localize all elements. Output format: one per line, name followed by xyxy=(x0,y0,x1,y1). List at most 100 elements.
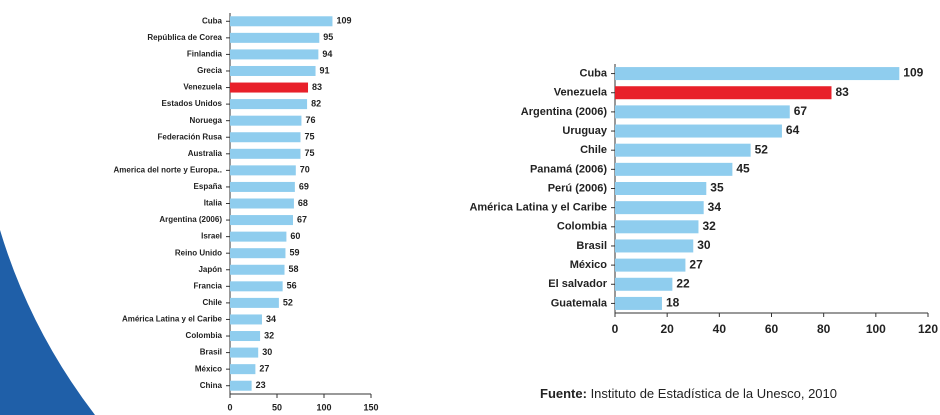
bar xyxy=(615,258,686,272)
y-tick-label: Australia xyxy=(188,149,223,158)
y-tick-label: Panamá (2006) xyxy=(530,163,607,175)
y-tick-label: Guatemala xyxy=(551,297,608,309)
bar xyxy=(615,220,699,234)
bar xyxy=(230,181,295,192)
value-label: 58 xyxy=(289,264,299,274)
value-label: 68 xyxy=(298,198,308,208)
y-tick-label: Argentina (2006) xyxy=(521,106,608,118)
bar xyxy=(230,198,294,209)
bar xyxy=(615,239,694,253)
source-label: Fuente: xyxy=(540,386,587,401)
bar xyxy=(615,105,790,119)
y-tick-label: Francia xyxy=(194,281,223,290)
y-tick-label: Israel xyxy=(201,232,222,241)
x-tick-label: 0 xyxy=(227,402,232,412)
bar xyxy=(230,115,302,126)
value-label: 30 xyxy=(262,347,272,357)
value-label: 45 xyxy=(736,162,750,176)
value-label: 18 xyxy=(666,296,680,310)
y-tick-label: Cuba xyxy=(580,67,608,79)
y-tick-label: Perú (2006) xyxy=(548,182,608,194)
x-tick-label: 100 xyxy=(316,402,331,412)
y-tick-label: Brasil xyxy=(200,348,222,357)
bar xyxy=(230,331,261,342)
y-tick-label: Federación Rusa xyxy=(158,132,223,141)
value-label: 70 xyxy=(300,165,310,175)
bar xyxy=(230,49,319,60)
value-label: 75 xyxy=(305,132,315,142)
bar xyxy=(615,86,832,100)
bar xyxy=(615,67,900,81)
value-label: 32 xyxy=(264,330,274,340)
value-label: 34 xyxy=(266,314,276,324)
y-tick-label: Brasil xyxy=(576,240,607,252)
bar xyxy=(230,148,301,159)
y-tick-label: El salvador xyxy=(548,278,607,290)
bar xyxy=(615,182,707,195)
value-label: 60 xyxy=(290,231,300,241)
value-label: 22 xyxy=(676,276,690,290)
bar xyxy=(615,124,782,138)
y-tick-label: Argentina (2006) xyxy=(159,215,222,224)
x-tick-label: 60 xyxy=(765,322,779,336)
value-label: 27 xyxy=(259,364,269,374)
value-label: 69 xyxy=(299,181,309,191)
bar xyxy=(230,32,320,43)
bar xyxy=(615,143,751,157)
y-tick-label: Japón xyxy=(198,265,222,274)
y-tick-label: Chile xyxy=(202,298,222,307)
bar xyxy=(230,314,262,325)
y-tick-label: España xyxy=(194,182,223,191)
y-tick-label: China xyxy=(200,381,223,390)
x-tick-label: 100 xyxy=(866,322,886,336)
y-tick-label: América Latina y el Caribe xyxy=(122,315,223,324)
x-tick-label: 80 xyxy=(817,322,831,336)
value-label: 82 xyxy=(311,98,321,108)
y-tick-label: Estados Unidos xyxy=(162,99,223,108)
x-tick-label: 120 xyxy=(918,322,938,336)
bar xyxy=(615,162,733,176)
y-tick-label: México xyxy=(195,364,222,373)
value-label: 64 xyxy=(786,123,800,137)
y-tick-label: América Latina y el Caribe xyxy=(469,202,607,214)
bar xyxy=(230,132,301,143)
value-label: 67 xyxy=(794,104,808,118)
y-tick-label: Noruega xyxy=(190,116,223,125)
y-tick-label: America del norte y Europa.. xyxy=(114,165,222,174)
value-label: 94 xyxy=(322,49,332,59)
y-tick-label: República de Corea xyxy=(147,33,222,42)
bar xyxy=(230,99,308,110)
y-tick-label: Italia xyxy=(204,199,223,208)
bar xyxy=(230,65,316,76)
bar xyxy=(615,277,673,291)
y-tick-label: Venezuela xyxy=(554,87,608,99)
value-label: 30 xyxy=(697,238,711,252)
y-tick-label: Colombia xyxy=(186,331,223,340)
y-tick-label: Chile xyxy=(580,144,607,156)
y-tick-label: México xyxy=(570,259,608,271)
value-label: 67 xyxy=(297,214,307,224)
value-label: 109 xyxy=(336,16,351,26)
bar xyxy=(615,201,704,215)
value-label: 59 xyxy=(289,248,299,258)
bar xyxy=(230,347,259,358)
value-label: 52 xyxy=(283,297,293,307)
y-tick-label: Cuba xyxy=(202,16,223,25)
y-tick-label: Finlandia xyxy=(187,50,223,59)
source-note: Fuente: Instituto de Estadística de la U… xyxy=(540,386,837,401)
value-label: 56 xyxy=(287,281,297,291)
decoration xyxy=(0,230,95,415)
value-label: 23 xyxy=(256,380,266,390)
x-tick-label: 50 xyxy=(272,402,282,412)
value-label: 95 xyxy=(323,32,333,42)
x-tick-label: 40 xyxy=(713,322,727,336)
bar xyxy=(230,364,256,375)
value-label: 75 xyxy=(305,148,315,158)
bar xyxy=(230,264,285,275)
bar xyxy=(230,16,333,27)
bar xyxy=(615,296,662,310)
value-label: 35 xyxy=(710,181,724,195)
bar xyxy=(230,248,286,259)
value-label: 109 xyxy=(903,66,923,80)
